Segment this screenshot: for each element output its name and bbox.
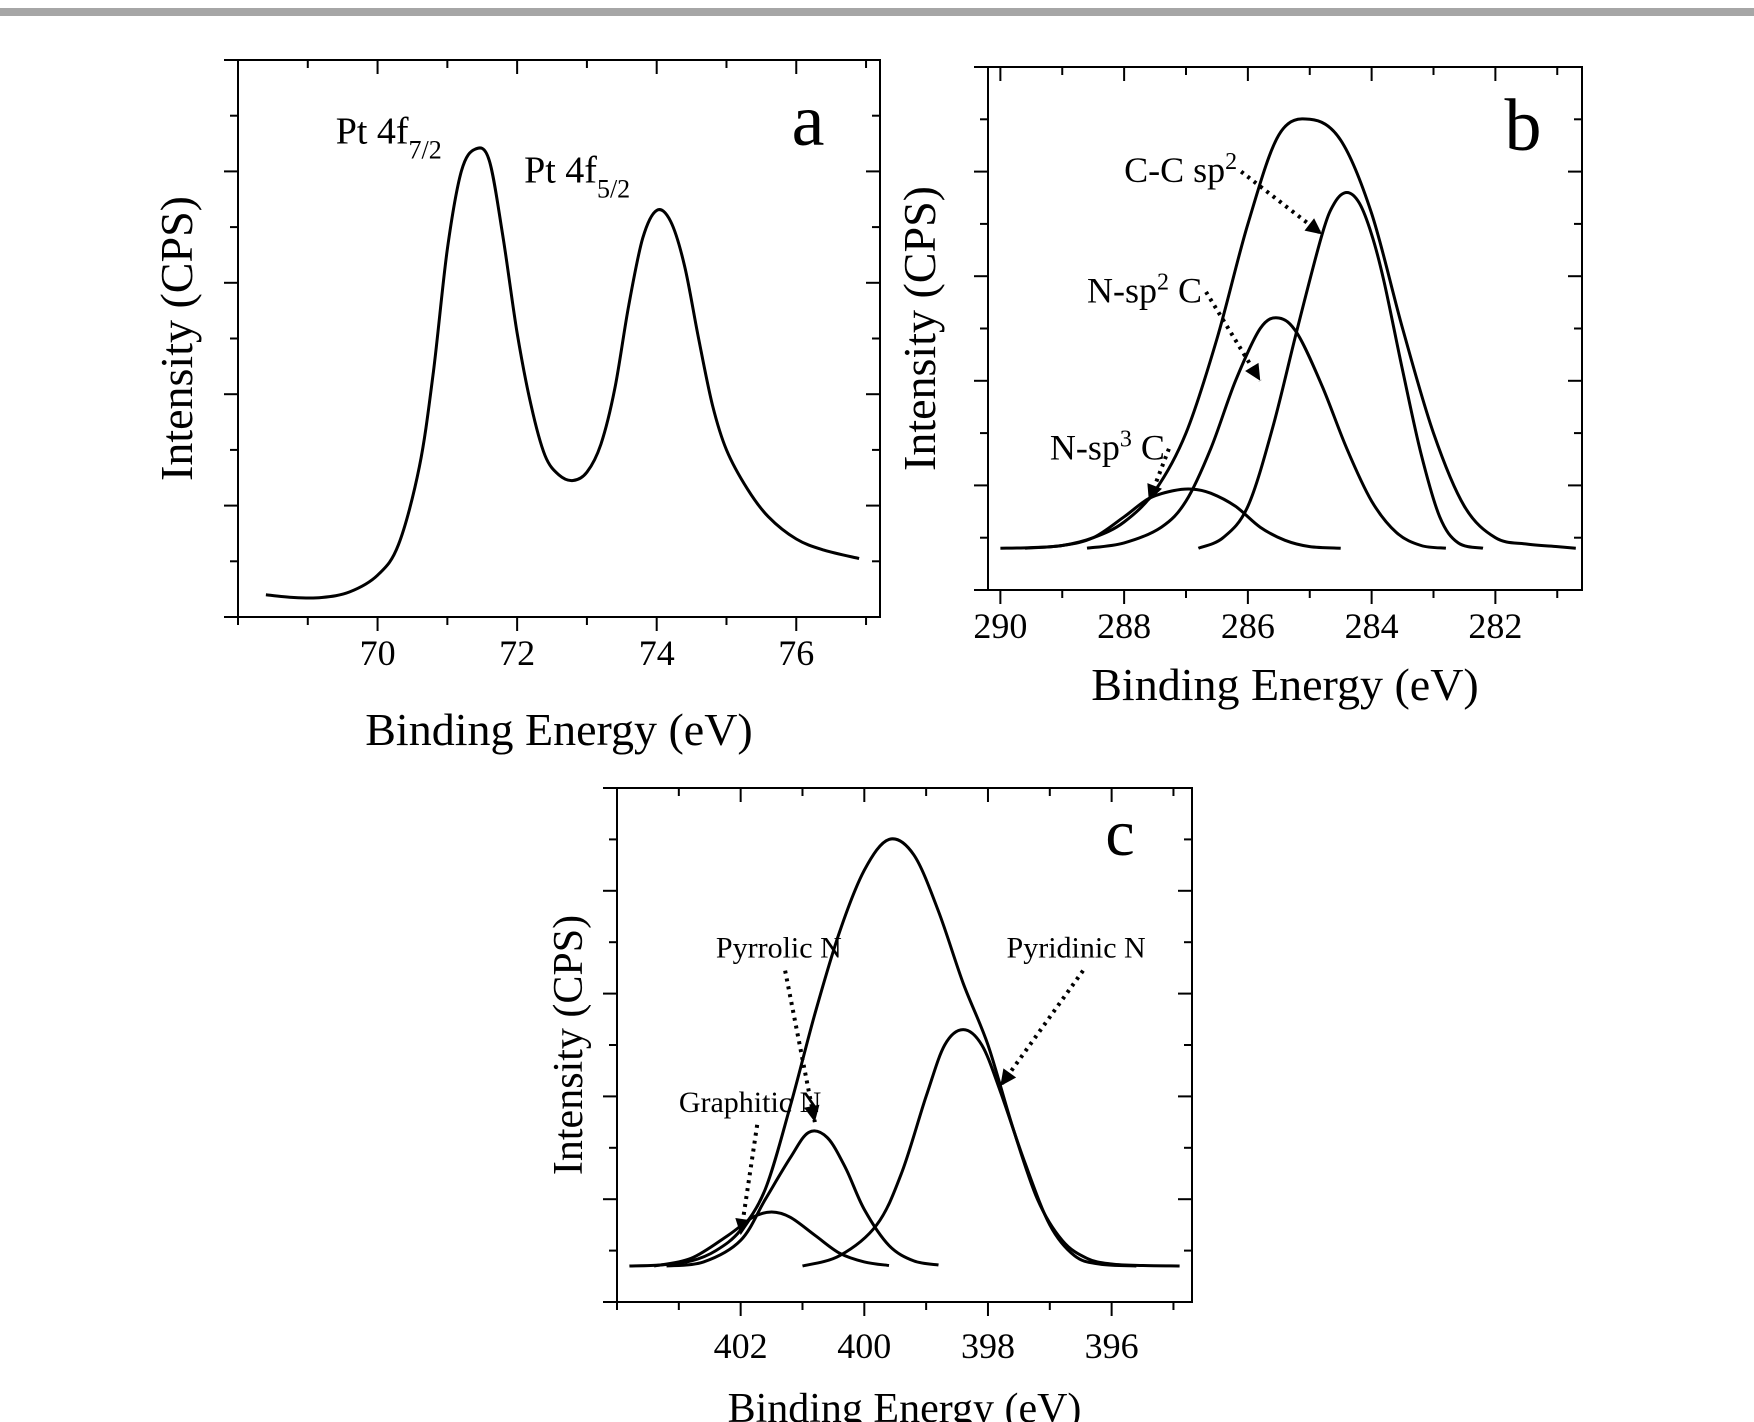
x-tick-label: 286 bbox=[1221, 606, 1275, 646]
x-tick-label: 72 bbox=[499, 633, 535, 673]
x-tick-label: 402 bbox=[714, 1326, 768, 1366]
series-line-main bbox=[265, 146, 860, 600]
x-tick-label: 398 bbox=[961, 1326, 1015, 1366]
series-line-graphitic-n bbox=[653, 1210, 890, 1268]
y-axis-label: Intensity (CPS) bbox=[546, 915, 592, 1175]
top-border-bar bbox=[0, 8, 1754, 16]
panel-b: 290 288 286 284 282 Binding Energy (eV) Intens… bbox=[894, 66, 1583, 710]
annotation-label: Pt 4f5/2 bbox=[524, 150, 630, 204]
annotation-label: Pyrrolic N bbox=[716, 932, 842, 965]
annotation-arrowhead-0 bbox=[1304, 218, 1323, 235]
x-tick-label: 74 bbox=[639, 633, 675, 673]
x-tick-label: 400 bbox=[837, 1326, 891, 1366]
panel-a: 70 72 74 76 Binding Energy (eV) Intensity (CP… bbox=[151, 59, 881, 755]
y-axis-label: Intensity (CPS) bbox=[151, 196, 202, 481]
annotation-arrow-0 bbox=[783, 970, 817, 1123]
annotation-arrowhead-2 bbox=[1147, 483, 1162, 502]
annotation-arrowhead-0 bbox=[804, 1104, 820, 1123]
x-axis-label: Binding Energy (eV) bbox=[728, 1386, 1082, 1422]
annotation-arrow-1 bbox=[998, 969, 1085, 1088]
series-line-pyrrolic-n bbox=[666, 1129, 939, 1268]
annotation-label: Graphitic N bbox=[679, 1086, 821, 1119]
annotation-arrowhead-1 bbox=[1245, 362, 1261, 381]
annotation-arrow-1 bbox=[1204, 290, 1262, 382]
series-line-envelope bbox=[1000, 117, 1576, 550]
x-axis-label: Binding Energy (eV) bbox=[365, 704, 753, 755]
annotation-arrowhead-2 bbox=[735, 1217, 751, 1236]
x-tick-label: 288 bbox=[1097, 606, 1151, 646]
panel-letter-b: b bbox=[1505, 85, 1542, 167]
x-tick-label: 76 bbox=[778, 633, 814, 673]
series-line-envelope bbox=[629, 837, 1180, 1268]
annotation-label: Pyridinic N bbox=[1007, 932, 1146, 965]
y-axis-label: Intensity (CPS) bbox=[894, 186, 945, 471]
panel-letter-c: c bbox=[1105, 797, 1134, 870]
series-line-n-sp2-c bbox=[1086, 316, 1447, 550]
x-axis-label: Binding Energy (eV) bbox=[1091, 659, 1479, 710]
x-tick-label: 282 bbox=[1468, 606, 1522, 646]
series-line-c-c-sp2 bbox=[1197, 191, 1484, 550]
annotation-label: N-sp3 C bbox=[1050, 426, 1165, 467]
x-tick-label: 284 bbox=[1345, 606, 1399, 646]
x-tick-label: 70 bbox=[360, 633, 396, 673]
panel-letter-a: a bbox=[792, 80, 825, 162]
series-line-pyridinic-n bbox=[802, 1028, 1137, 1268]
plot-frame bbox=[237, 59, 881, 618]
annotation-label: N-sp2 C bbox=[1087, 269, 1202, 310]
annotation-arrow-2 bbox=[738, 1124, 760, 1236]
annotation-arrow-0 bbox=[1239, 170, 1324, 236]
plot-frame bbox=[987, 66, 1583, 591]
x-tick-label: 290 bbox=[973, 606, 1027, 646]
annotation-label: C-C sp2 bbox=[1124, 149, 1237, 190]
annotation-label: Pt 4f7/2 bbox=[336, 111, 442, 165]
annotation-arrowhead-1 bbox=[1000, 1068, 1017, 1087]
series-line-n-sp3-c bbox=[1024, 487, 1341, 550]
x-tick-label: 396 bbox=[1085, 1326, 1139, 1366]
annotation-arrow-2 bbox=[1147, 448, 1171, 502]
